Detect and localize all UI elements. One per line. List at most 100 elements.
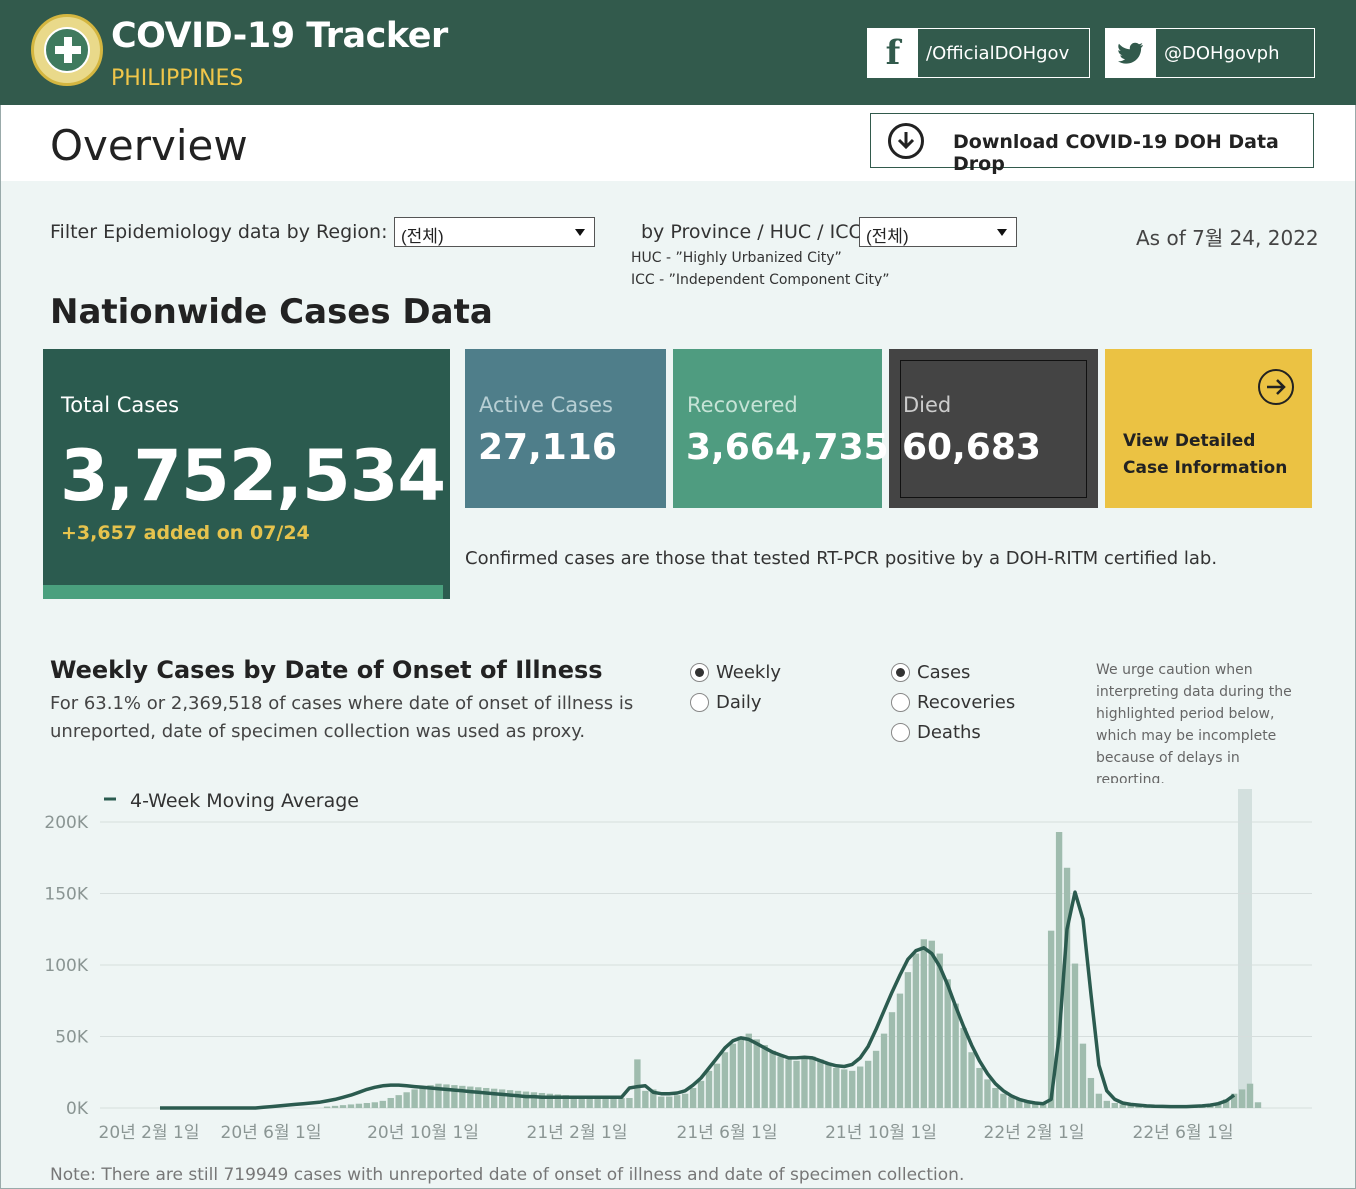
bar <box>793 1060 800 1108</box>
bar <box>1119 1104 1126 1108</box>
bar <box>562 1095 569 1108</box>
x-tick-label: 21년 2월 1일 <box>527 1123 628 1143</box>
bar <box>888 1012 896 1108</box>
province-filter-label: by Province / HUC / ICC: <box>641 221 869 243</box>
bar <box>355 1103 363 1108</box>
bar <box>363 1102 371 1108</box>
bar <box>849 1070 856 1108</box>
bar <box>920 939 928 1108</box>
bar <box>347 1104 355 1108</box>
bar <box>514 1090 522 1108</box>
bar <box>713 1063 721 1108</box>
bar <box>459 1085 466 1108</box>
radio-daily[interactable]: Daily <box>690 692 762 713</box>
bar <box>1103 1100 1111 1108</box>
download-icon <box>888 123 924 159</box>
bar <box>777 1056 784 1108</box>
radio-label: Recoveries <box>917 692 1016 713</box>
bar <box>880 1033 888 1108</box>
bar <box>443 1084 450 1108</box>
huc-note: HUC - ”Highly Urbanized City” <box>631 250 842 266</box>
bar <box>1024 1102 1031 1108</box>
legend-label: 4-Week Moving Average <box>130 790 359 812</box>
top-header: COVID-19 Tracker PHILIPPINES f /Official… <box>0 0 1356 105</box>
bar <box>650 1089 657 1108</box>
bar <box>673 1095 681 1108</box>
region-select[interactable]: (전체) <box>394 217 595 247</box>
bar <box>960 1027 967 1108</box>
as-of-date: As of 7월 24, 2022 <box>1136 226 1319 250</box>
bar <box>530 1092 538 1108</box>
radio-unselected-icon <box>891 693 910 712</box>
highlight-band <box>1238 789 1252 1108</box>
recovered-value: 3,664,735 <box>686 427 889 468</box>
bar <box>721 1052 729 1108</box>
view-detailed-label: View Detailed Case Information <box>1123 431 1288 478</box>
province-select[interactable]: (전체) <box>859 217 1017 247</box>
bar <box>666 1096 673 1108</box>
bar <box>785 1059 792 1108</box>
y-tick-label: 50K <box>55 1028 89 1048</box>
bar <box>331 1105 339 1108</box>
bar <box>856 1066 864 1108</box>
bar <box>984 1079 991 1108</box>
app-title: COVID-19 Tracker <box>111 16 448 56</box>
bar <box>689 1087 697 1108</box>
radio-unselected-icon <box>690 693 709 712</box>
radio-deaths[interactable]: Deaths <box>891 722 981 743</box>
radio-weekly[interactable]: Weekly <box>690 662 781 683</box>
cases-added: +3,657 added on 07/24 <box>61 522 310 544</box>
bar <box>753 1039 760 1108</box>
bar <box>705 1070 713 1108</box>
x-tick-label: 20년 2월 1일 <box>99 1123 200 1143</box>
total-cases-bar <box>43 585 443 599</box>
died-card-border <box>900 360 1087 498</box>
died-card: Died 60,683 <box>889 349 1098 508</box>
bar <box>928 940 935 1108</box>
radio-cases[interactable]: Cases <box>891 662 970 683</box>
bar <box>737 1036 745 1108</box>
download-data-drop-button[interactable]: Download COVID-19 DOH Data Drop <box>870 113 1314 175</box>
moving-average-line <box>160 890 1236 1110</box>
twitter-handle: @DOHgovph <box>1164 42 1280 64</box>
bar <box>1222 1099 1230 1108</box>
total-cases-card: Total Cases 3,752,534 +3,657 added on 07… <box>43 349 450 599</box>
dropdown-arrow-icon <box>575 229 585 236</box>
bar <box>896 993 904 1108</box>
bar <box>944 979 951 1108</box>
bar <box>801 1057 808 1108</box>
bar <box>634 1059 641 1108</box>
bar <box>435 1083 442 1108</box>
bar <box>419 1086 426 1108</box>
radio-recoveries[interactable]: Recoveries <box>891 692 1015 713</box>
bar <box>411 1089 418 1108</box>
bar <box>387 1097 394 1108</box>
recovered-label: Recovered <box>687 393 798 417</box>
bar <box>586 1096 593 1108</box>
bar <box>697 1080 705 1108</box>
bar <box>610 1097 617 1108</box>
bar <box>506 1090 514 1108</box>
bar <box>952 1003 959 1108</box>
bar <box>483 1087 490 1108</box>
radio-label: Cases <box>917 662 971 683</box>
x-tick-label: 21년 6월 1일 <box>677 1123 778 1143</box>
bar <box>817 1059 824 1108</box>
bar <box>1000 1093 1007 1108</box>
page-title: Overview <box>50 121 248 170</box>
bar <box>769 1050 776 1108</box>
twitter-link[interactable]: @DOHgovph <box>1105 28 1315 78</box>
bar <box>1254 1102 1262 1108</box>
facebook-link[interactable]: f /OfficialDOHgov <box>867 28 1090 78</box>
bar <box>872 1050 880 1108</box>
y-tick-label: 200K <box>44 813 88 833</box>
radio-selected-icon <box>690 663 709 682</box>
bar <box>403 1092 410 1108</box>
x-tick-label: 21년 10월 1일 <box>825 1123 937 1143</box>
bar <box>578 1096 585 1108</box>
bar <box>658 1096 665 1108</box>
view-detailed-button[interactable]: View Detailed Case Information <box>1105 349 1312 508</box>
bar <box>1071 963 1079 1108</box>
active-cases-card: Active Cases 27,116 <box>465 349 666 508</box>
bar <box>570 1095 577 1108</box>
